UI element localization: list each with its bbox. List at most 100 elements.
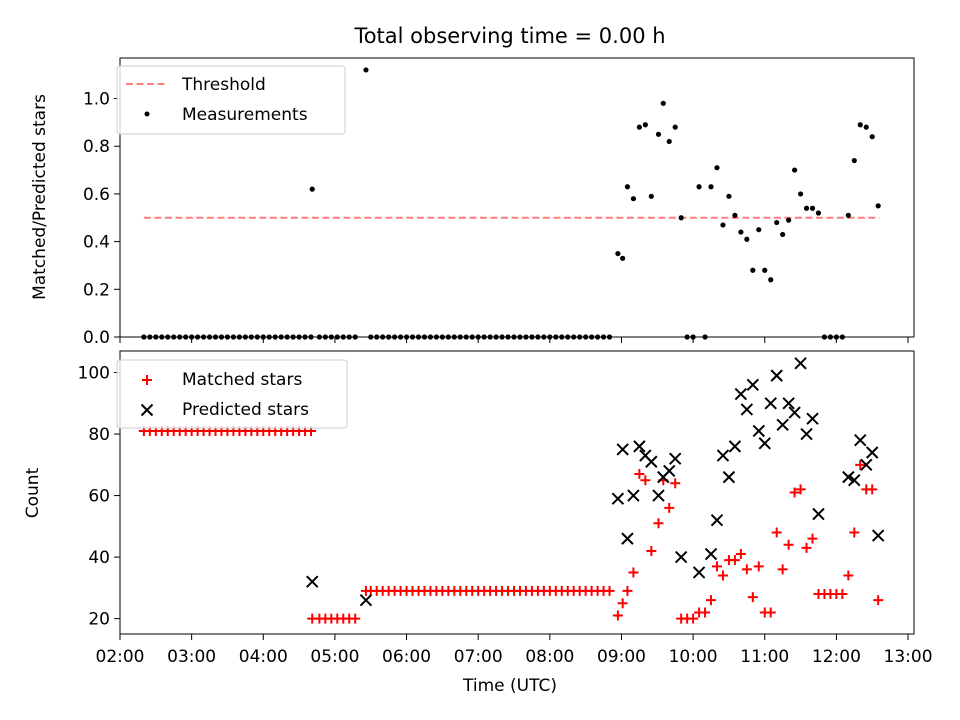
top-y-tick-label: 0.0 [83,328,110,348]
measurement-point [774,219,780,226]
matched-star-point [350,613,361,624]
predicted-star-point [734,387,748,401]
predicted-star-point [704,547,718,561]
measurement-point [714,165,720,171]
x-tick-label: 09:00 [597,647,646,667]
predicted-star-point [746,378,760,392]
measurement-point [768,277,774,283]
measurement-point [726,193,732,199]
measurement-point [815,210,822,216]
predicted-star-point [359,593,373,607]
measurement-point [797,191,804,197]
legend-predicted-marker [140,403,154,417]
predicted-star-point [758,437,771,450]
matched-star-point [753,561,764,572]
predicted-star-points [306,357,885,607]
measurement-point [708,184,714,190]
x-tick-label: 02:00 [96,647,145,667]
matched-star-point [777,564,788,575]
x-tick-label: 05:00 [310,647,359,667]
predicted-star-point [860,458,873,472]
predicted-star-point [728,440,742,453]
matched-star-points [138,425,884,624]
x-tick-label: 06:00 [382,647,431,667]
x-tick-label: 03:00 [167,647,216,667]
measurement-point [845,212,851,218]
matched-star-point [873,595,884,606]
predicted-star-point [752,424,765,438]
matched-star-point [706,595,717,606]
measurement-point [857,122,863,128]
predicted-star-point [794,357,807,370]
x-tick-label: 10:00 [669,647,718,667]
predicted-star-point [740,403,754,416]
predicted-star-point [621,532,634,545]
matched-star-point [741,564,752,575]
measurement-point [615,250,621,257]
bottom-y-tick-label: 80 [88,425,110,445]
bottom-y-ticks: 20 40 60 80 100 [78,364,120,630]
predicted-star-point [782,397,795,410]
measurement-point [696,184,702,190]
measurement-point [720,222,726,228]
predicted-star-point [722,470,736,484]
predicted-star-point [627,489,640,502]
measurement-point [744,236,750,242]
measurement-point [851,157,857,164]
predicted-star-point [674,550,688,564]
matched-star-point [646,545,657,556]
top-legend: Threshold Measurements [116,65,346,135]
matched-star-point [664,502,675,513]
figure-title: Total observing time = 0.00 h [353,24,665,48]
bottom-y-axis-label: Count [23,467,43,518]
matched-star-point [717,570,728,581]
matched-star-point [795,484,806,495]
bottom-legend-box [116,359,348,429]
measurement-point [863,124,869,130]
x-tick-label: 11:00 [740,647,789,667]
predicted-star-point [806,412,819,425]
bottom-legend: Matched stars Predicted stars [116,359,348,429]
measurement-point [648,193,654,199]
bottom-y-tick-label: 20 [88,610,110,630]
measurement-point [655,131,662,137]
measurement-point [620,255,626,261]
measurement-point [678,215,684,221]
matched-star-point [622,585,633,596]
x-axis-label: Time (UTC) [462,676,557,696]
measurement-point [869,134,875,140]
measurement-point [750,267,756,273]
measurement-point [738,229,744,235]
legend-predicted-label: Predicted stars [182,400,309,420]
matched-star-point [765,607,776,618]
top-y-ticks: 0.0 0.2 0.4 0.6 0.8 1.0 [83,90,120,348]
predicted-star-point [668,452,682,465]
predicted-star-point [866,446,879,459]
predicted-star-point [652,489,665,502]
matched-star-point [843,570,854,581]
bottom-x-ticks: 02:00 03:00 04:00 05:00 06:00 07:00 08:00 09:00… [96,634,933,667]
predicted-star-point [848,473,861,487]
matched-star-point [747,592,758,603]
top-axes-frame [119,57,915,338]
measurement-point [786,217,792,223]
top-y-tick-label: 0.2 [83,280,110,300]
matched-star-point [855,459,866,470]
matched-star-point [634,469,645,480]
matched-star-point [640,475,651,486]
x-tick-label: 07:00 [454,647,503,667]
legend-measurements-swatch [144,111,150,117]
predicted-star-point [770,369,783,382]
matched-star-point [789,487,800,498]
top-y-tick-label: 0.6 [83,185,110,205]
measurement-point [642,122,648,128]
predicted-star-point [716,449,730,462]
x-tick-label: 12:00 [812,647,861,667]
predicted-star-point [764,397,777,410]
measurement-point [624,184,631,190]
predicted-star-point [871,529,885,542]
measurement-point [756,227,762,233]
measurement-point [762,267,768,273]
measurement-point [732,212,738,218]
